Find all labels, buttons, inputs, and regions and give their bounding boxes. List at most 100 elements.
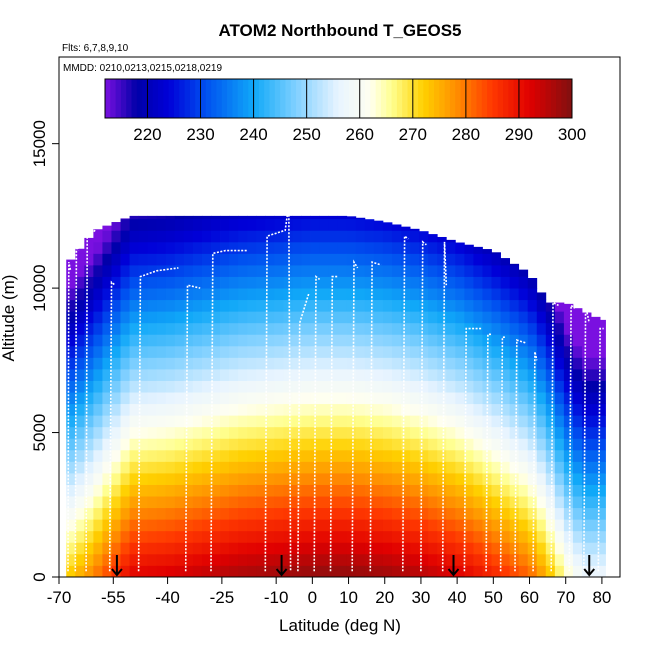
heatmap-cell (102, 403, 112, 416)
heatmap-cell (229, 484, 239, 497)
heatmap-cell (138, 276, 149, 289)
heatmap-cell (509, 461, 520, 474)
heatmap-cell (102, 484, 112, 497)
colorbar-tick-label: 290 (505, 125, 533, 144)
heatmap-cell (545, 507, 556, 520)
heatmap-cell (337, 507, 348, 520)
colorbar-segment (434, 79, 440, 118)
heatmap-cell (192, 369, 203, 381)
flight-profile-line (514, 339, 527, 572)
heatmap-cell (319, 357, 330, 370)
heatmap-cell (328, 438, 339, 451)
heatmap-cell (129, 369, 140, 381)
heatmap-cell (527, 449, 538, 462)
heatmap-cell (536, 292, 547, 301)
heatmap-cell (482, 345, 492, 358)
heatmap-cell (84, 473, 94, 485)
colorbar-segment (497, 79, 504, 118)
heatmap-cell (328, 553, 339, 566)
heatmap-cell (111, 507, 121, 520)
heatmap-cell (518, 507, 529, 520)
heatmap-cell (527, 530, 538, 543)
heatmap-cell (591, 519, 601, 532)
colorbar-segment (258, 79, 265, 118)
heatmap-cell (120, 369, 130, 381)
heatmap-cell (600, 415, 606, 428)
heatmap-cell (138, 299, 149, 312)
heatmap-cell (455, 565, 465, 578)
heatmap-cell (211, 461, 221, 474)
heatmap-cell (536, 438, 547, 451)
heatmap-cell (120, 322, 130, 335)
heatmap-cell (591, 392, 601, 405)
heatmap-cell (165, 496, 176, 509)
heatmap-cell (256, 253, 266, 266)
heatmap-cell (310, 449, 320, 462)
heatmap-cell (582, 553, 592, 566)
heatmap-cell (319, 426, 330, 439)
heatmap-cell (364, 311, 375, 324)
heatmap-cell (283, 507, 293, 520)
heatmap-cell (536, 507, 547, 520)
heatmap-cell (464, 565, 474, 578)
heatmap-cell (229, 311, 239, 324)
heatmap-cell (337, 253, 348, 266)
heatmap-cell (174, 288, 185, 301)
arrow-marker-head (111, 568, 123, 577)
heatmap-cell (238, 345, 248, 358)
heatmap-cell (84, 237, 94, 243)
heatmap-cell (410, 311, 420, 324)
heatmap-cell (229, 380, 239, 393)
heatmap-cell (437, 426, 447, 439)
x-axis-label: Latitude (deg N) (279, 616, 401, 635)
heatmap-cell (527, 473, 538, 485)
heatmap-cell (600, 403, 606, 416)
colorbar-segment (349, 79, 355, 118)
heatmap-cell (364, 473, 375, 485)
heatmap-cell (211, 484, 221, 497)
heatmap-cell (111, 345, 121, 358)
colorbar-segment (274, 79, 281, 118)
heatmap-cell (147, 380, 158, 393)
heatmap-cell (147, 449, 158, 462)
heatmap-cell (183, 276, 194, 289)
heatmap-cell (283, 496, 293, 509)
heatmap-cell (401, 276, 411, 289)
heatmap-cell (464, 276, 474, 289)
heatmap-cell (165, 565, 176, 578)
heatmap-cell (292, 519, 302, 532)
heatmap-cell (410, 228, 420, 231)
heatmap-cell (265, 357, 275, 370)
heatmap-cell (292, 565, 302, 578)
heatmap-cell (111, 403, 121, 416)
heatmap-cell (292, 438, 302, 451)
heatmap-cell (355, 507, 366, 520)
heatmap-cell (319, 542, 330, 555)
heatmap-cell (156, 530, 167, 543)
colorbar-segment (428, 79, 435, 118)
heatmap-cell (256, 530, 266, 543)
heatmap-cell (129, 473, 140, 485)
heatmap-cell (156, 369, 167, 381)
heatmap-cell (201, 473, 212, 485)
heatmap-cell (391, 345, 402, 358)
heatmap-cell (328, 461, 339, 474)
heatmap-cell (428, 369, 438, 381)
heatmap-cell (446, 530, 456, 543)
heatmap-cell (265, 449, 275, 462)
x-tick-label: 30 (411, 588, 430, 607)
heatmap-cell (464, 449, 474, 462)
y-axis-label: Altitude (m) (0, 275, 18, 362)
heatmap-cell (120, 542, 130, 555)
heatmap-cell (138, 496, 149, 509)
heatmap-cell (183, 392, 194, 405)
heatmap-cell (247, 276, 257, 289)
heatmap-cell (337, 449, 348, 462)
heatmap-cell (491, 438, 501, 451)
heatmap-cell (591, 415, 601, 428)
heatmap-cell (328, 230, 339, 243)
heatmap-cell (301, 461, 311, 474)
heatmap-cell (518, 334, 529, 347)
heatmap-cell (265, 461, 275, 474)
heatmap-cell (355, 230, 366, 243)
